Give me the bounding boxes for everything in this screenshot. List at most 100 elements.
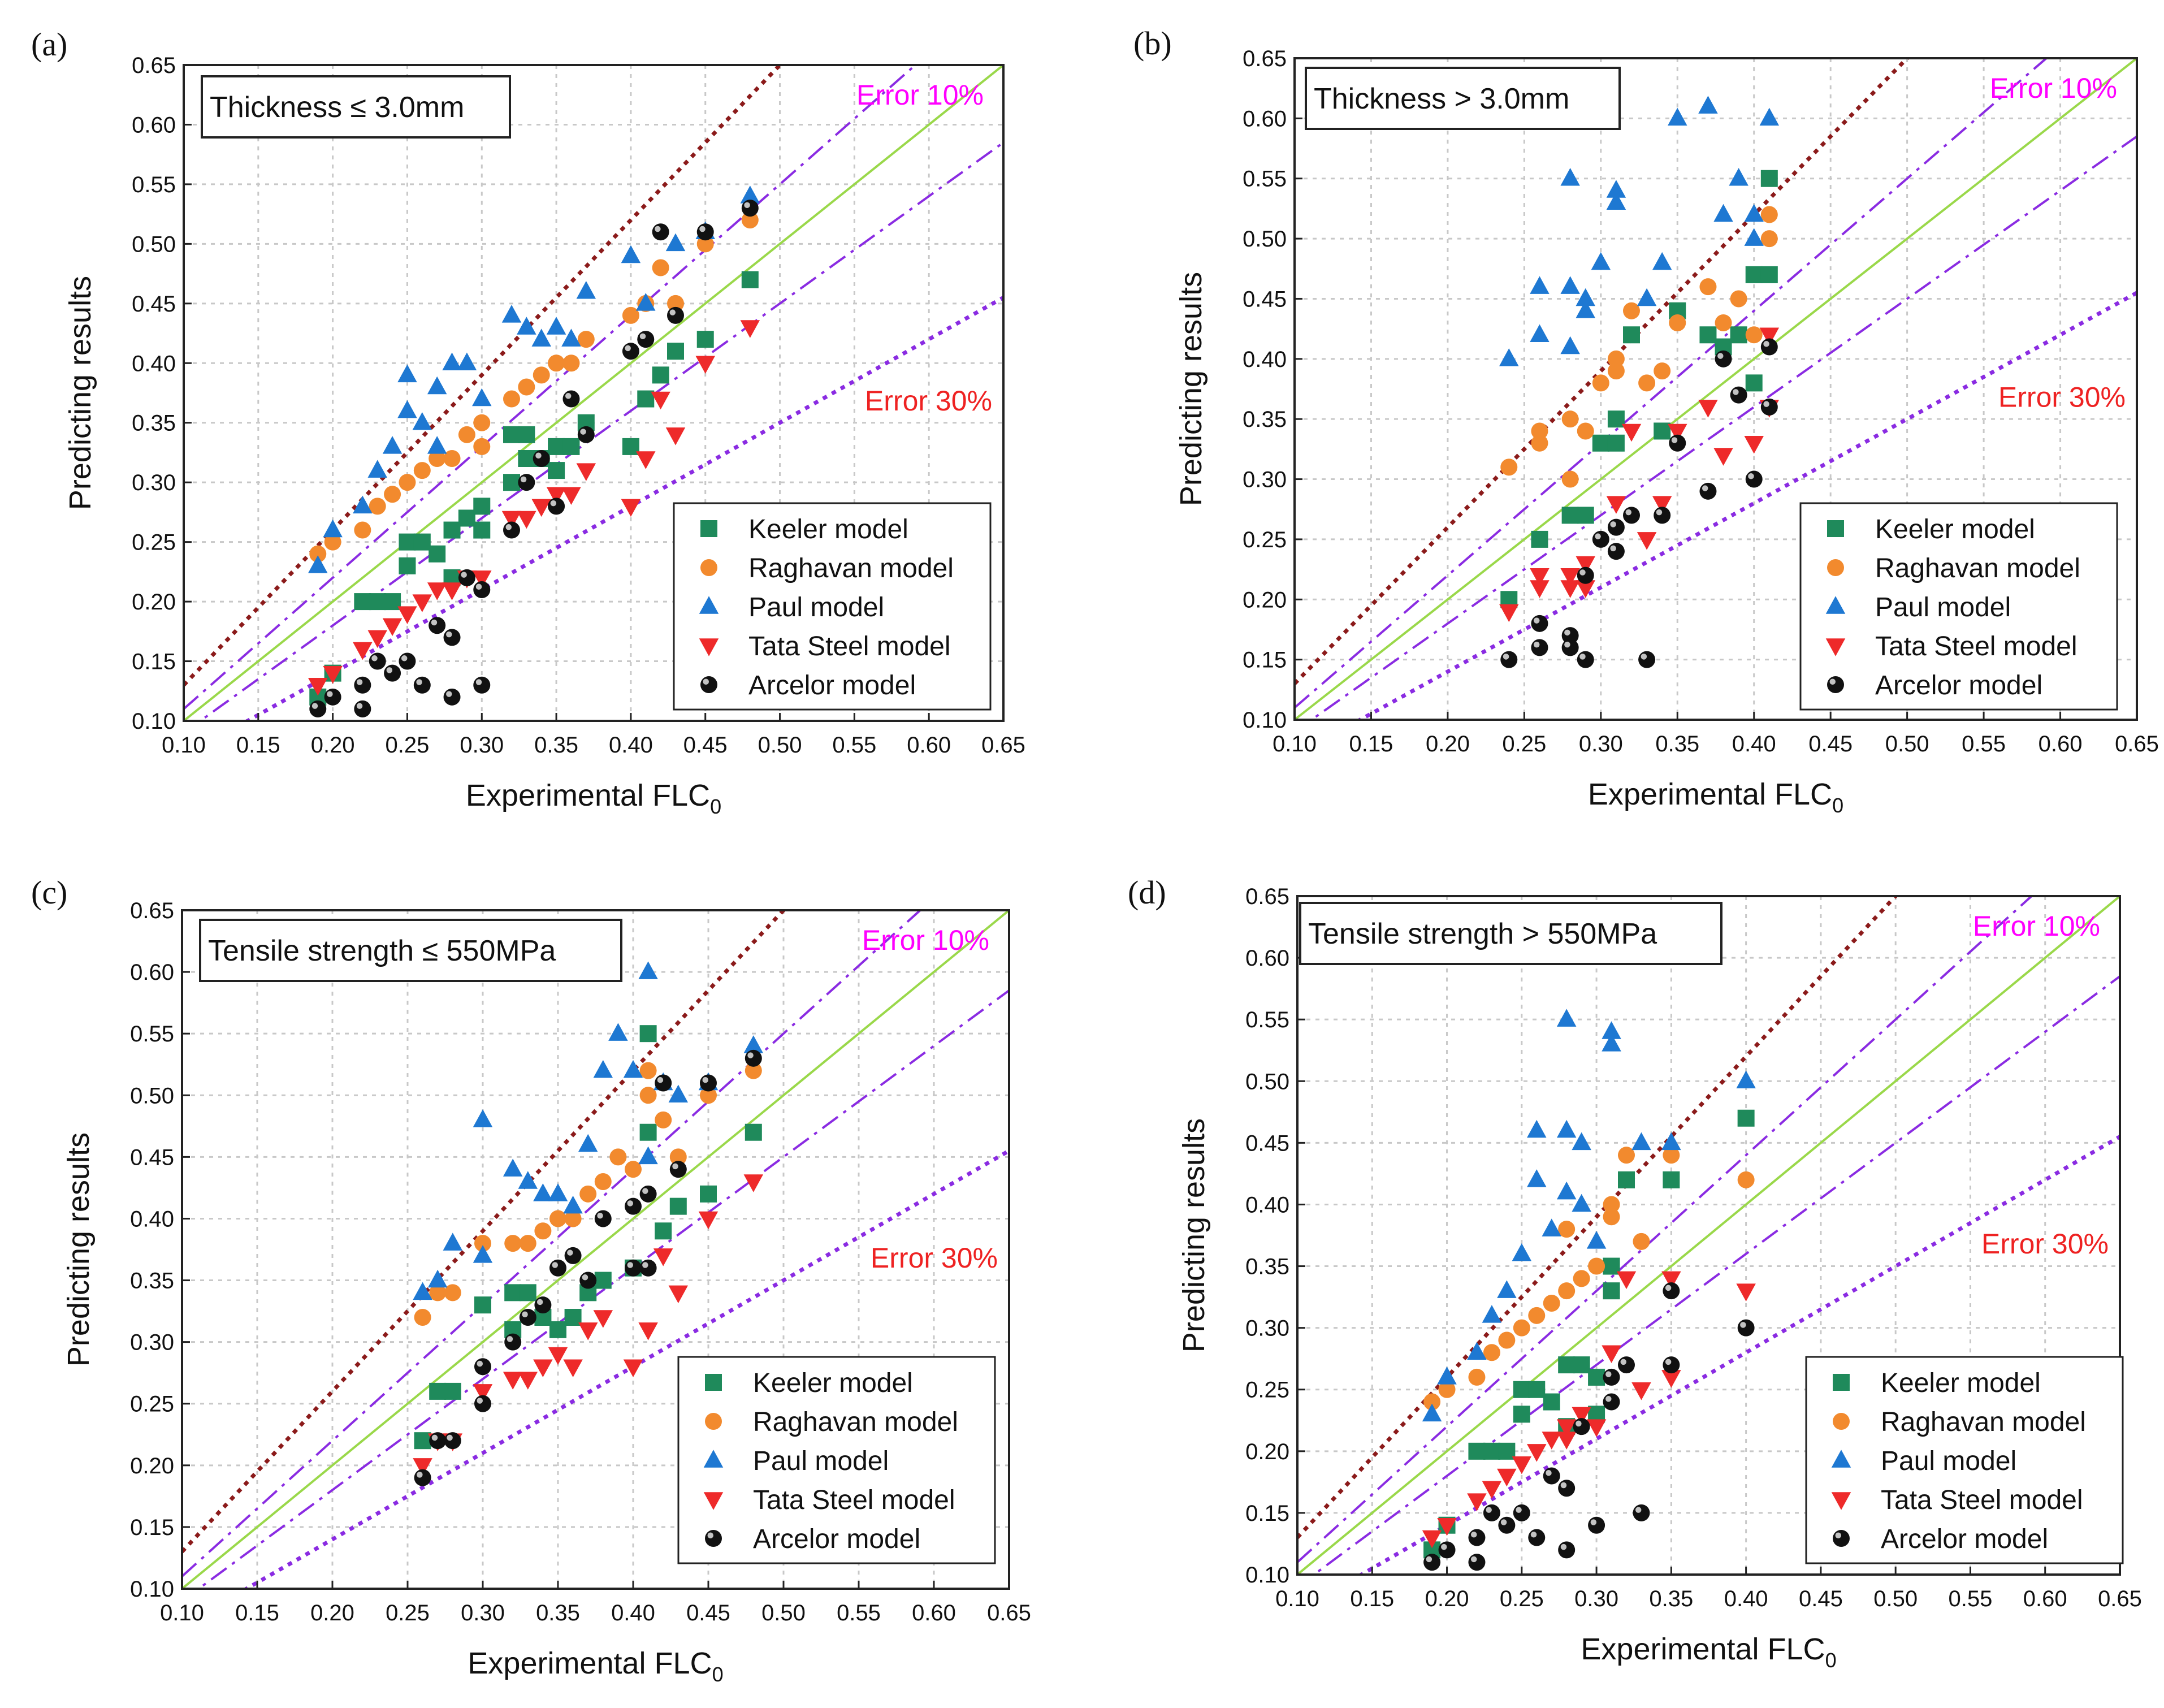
tata-point xyxy=(1652,496,1672,514)
keeler-point xyxy=(667,343,684,360)
arcelor-point xyxy=(1577,651,1594,668)
arcelor-point xyxy=(639,1185,657,1203)
x-tick-label: 0.10 xyxy=(162,733,206,758)
keeler-point xyxy=(1745,374,1763,392)
raghavan-point xyxy=(429,1284,447,1301)
x-tick-label: 0.65 xyxy=(987,1601,1031,1625)
keeler-point xyxy=(1592,434,1609,452)
paul-point xyxy=(1652,252,1672,270)
y-tick-label: 0.25 xyxy=(132,530,176,555)
y-tick-label: 0.30 xyxy=(1245,1316,1289,1341)
arcelor-point xyxy=(1513,1504,1530,1521)
arcelor-point xyxy=(594,1210,612,1227)
keeler-point xyxy=(474,1296,491,1314)
arcelor-point xyxy=(414,1469,431,1486)
raghavan-point xyxy=(503,390,520,408)
arcelor-point xyxy=(1438,1541,1456,1559)
error-10-label: Error 10% xyxy=(1973,910,2100,942)
raghavan-point xyxy=(1588,1257,1605,1275)
raghavan-point xyxy=(534,1222,552,1240)
raghavan-point xyxy=(1638,374,1656,392)
y-tick-label: 0.35 xyxy=(1243,407,1287,432)
legend-box xyxy=(673,502,992,711)
arcelor-point xyxy=(1607,543,1625,560)
legend-marker-arcelor xyxy=(705,1530,722,1547)
keeler-point xyxy=(1618,1171,1635,1188)
paul-point xyxy=(412,412,432,430)
keeler-point xyxy=(700,1185,717,1203)
tata-point xyxy=(1631,1382,1651,1400)
raghavan-point xyxy=(1730,290,1747,308)
tata-point xyxy=(1736,1283,1756,1301)
arcelor-point xyxy=(1528,1529,1546,1546)
tata-point xyxy=(593,1310,613,1328)
keeler-point xyxy=(1607,434,1625,452)
raghavan-point xyxy=(324,533,341,551)
x-tick-label: 0.30 xyxy=(461,1601,505,1625)
legend-label-keeler: Keeler model xyxy=(748,514,908,544)
raghavan-point xyxy=(1561,470,1579,488)
arcelor-point xyxy=(354,700,371,717)
legend: Keeler model Raghavan model Paul model Tata… xyxy=(1805,1356,2124,1564)
x-tick-label: 0.25 xyxy=(386,733,430,758)
keeler-point xyxy=(1760,266,1778,283)
keeler-point xyxy=(1573,1356,1590,1374)
x-tick-label: 0.55 xyxy=(837,1601,881,1625)
legend-label-paul: Paul model xyxy=(753,1446,889,1476)
keeler-point xyxy=(473,521,491,539)
keeler-point xyxy=(1663,1171,1680,1188)
y-tick-label: 0.45 xyxy=(1245,1131,1289,1156)
paul-point xyxy=(1576,300,1595,318)
arcelor-point xyxy=(534,1296,552,1314)
tata-point xyxy=(1556,1432,1577,1450)
tata-point xyxy=(308,677,328,696)
identity-line xyxy=(1295,58,2137,720)
legend-box xyxy=(677,1356,996,1564)
keeler-point xyxy=(1730,326,1747,344)
raghavan-point xyxy=(1669,314,1686,331)
raghavan-point xyxy=(1607,350,1625,367)
plot-frame xyxy=(1293,57,2138,721)
raghavan-point xyxy=(548,354,565,372)
legend-label-arcelor: Arcelor model xyxy=(753,1524,920,1554)
error-10-label: Error 10% xyxy=(1990,72,2117,104)
raghavan-point xyxy=(1468,1368,1486,1386)
legend-label-keeler: Keeler model xyxy=(1881,1368,2041,1398)
paul-point xyxy=(1637,288,1657,306)
x-tick-label: 0.60 xyxy=(912,1601,956,1625)
tata-point xyxy=(1527,1444,1547,1462)
arcelor-point xyxy=(1760,398,1778,416)
error-10-label: Error 10% xyxy=(862,924,989,956)
legend-label-raghavan: Raghavan model xyxy=(753,1407,958,1437)
identity-line xyxy=(184,65,1003,721)
error-30-lower-line xyxy=(242,1149,1009,1589)
x-tick-label: 0.45 xyxy=(683,733,728,758)
arcelor-point xyxy=(1607,518,1625,536)
keeler-point xyxy=(1699,326,1717,344)
raghavan-point xyxy=(669,1148,687,1166)
y-tick-label: 0.35 xyxy=(132,411,176,436)
tata-point xyxy=(1698,400,1718,418)
y-tick-label: 0.20 xyxy=(1245,1439,1289,1464)
paul-point xyxy=(1467,1342,1487,1360)
paul-point xyxy=(1661,1132,1681,1151)
x-tick-label: 0.10 xyxy=(1273,732,1317,756)
tata-point xyxy=(1422,1530,1442,1549)
x-tick-label: 0.45 xyxy=(1808,732,1853,756)
raghavan-point xyxy=(1561,410,1579,428)
y-tick-label: 0.50 xyxy=(1243,227,1287,252)
x-tick-label: 0.20 xyxy=(1425,1586,1469,1611)
arcelor-point xyxy=(443,688,461,706)
legend-box xyxy=(1799,502,2118,711)
error-10-lower-line xyxy=(1309,135,2137,720)
x-tick-label: 0.55 xyxy=(832,733,876,758)
legend-marker-tata xyxy=(699,638,719,656)
x-tick-label: 0.35 xyxy=(536,1601,580,1625)
error-30-label: Error 30% xyxy=(865,385,992,417)
legend-marker-arcelor xyxy=(1833,1530,1850,1547)
paul-point xyxy=(743,1035,764,1053)
tata-point xyxy=(533,1359,553,1378)
tata-point xyxy=(653,1248,673,1266)
tata-point xyxy=(563,1359,583,1378)
raghavan-point xyxy=(639,1062,657,1079)
